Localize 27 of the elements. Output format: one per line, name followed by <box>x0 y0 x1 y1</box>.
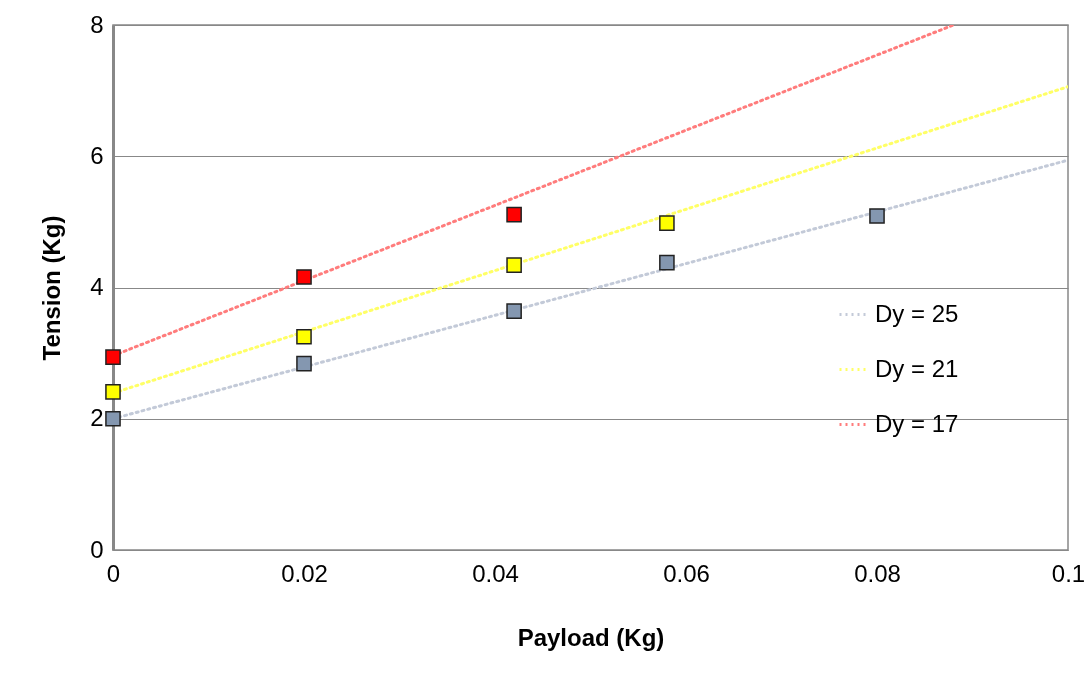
legend-label: Dy = 21 <box>875 354 959 382</box>
y-tick-label: 8 <box>90 10 104 38</box>
point <box>105 384 121 400</box>
x-tick-label: 0.06 <box>663 559 710 587</box>
x-tick-label: 0.04 <box>472 559 519 587</box>
point <box>105 410 121 427</box>
point <box>506 257 522 274</box>
point <box>105 349 121 365</box>
legend-label: Dy = 17 <box>875 409 959 437</box>
y-tick-label: 0 <box>90 535 104 563</box>
point <box>506 303 522 319</box>
legend-label: Dy = 25 <box>875 299 959 327</box>
x-tick-label: 0.1 <box>1051 559 1086 587</box>
y-tick-label: 2 <box>90 404 104 432</box>
point <box>869 208 885 224</box>
x-axis-title: Payload (Kg) <box>517 623 665 651</box>
x-tick-label: 0.08 <box>854 559 901 587</box>
point <box>296 355 312 372</box>
y-tick-label: 6 <box>90 141 104 169</box>
point <box>296 269 312 285</box>
point <box>506 206 522 223</box>
y-tick-label: 4 <box>90 273 104 300</box>
point <box>659 215 675 232</box>
point <box>659 254 675 271</box>
y-axis-title: Tension (Kg) <box>38 215 66 361</box>
x-tick-label: 0.02 <box>281 559 328 587</box>
point <box>296 328 312 345</box>
